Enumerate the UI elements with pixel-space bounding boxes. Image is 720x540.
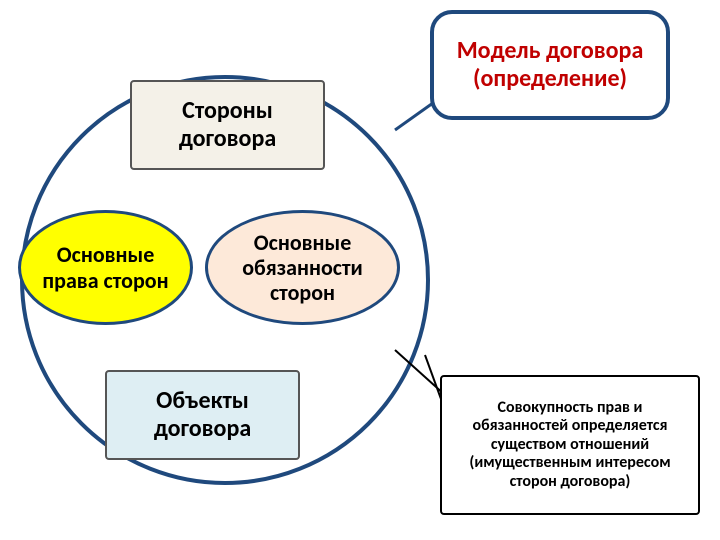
contract-parties-label: Стороны договора bbox=[132, 93, 323, 156]
main-duties-label: Основные обязанности сторон bbox=[208, 226, 397, 310]
main-duties-ellipse: Основные обязанности сторон bbox=[205, 210, 400, 325]
rights-duties-note-label: Совокупность прав и обязанностей определ… bbox=[442, 395, 698, 495]
model-definition-label: Модель договора (определение) bbox=[434, 33, 666, 96]
main-rights-ellipse: Основные права сторон bbox=[18, 210, 193, 325]
contract-parties-box: Стороны договора bbox=[130, 80, 325, 170]
model-definition-callout: Модель договора (определение) bbox=[430, 10, 670, 120]
contract-objects-box: Объекты договора bbox=[105, 370, 300, 460]
contract-objects-label: Объекты договора bbox=[107, 383, 298, 446]
main-rights-label: Основные права сторон bbox=[21, 238, 190, 297]
rights-duties-note-callout: Совокупность прав и обязанностей определ… bbox=[440, 375, 700, 515]
